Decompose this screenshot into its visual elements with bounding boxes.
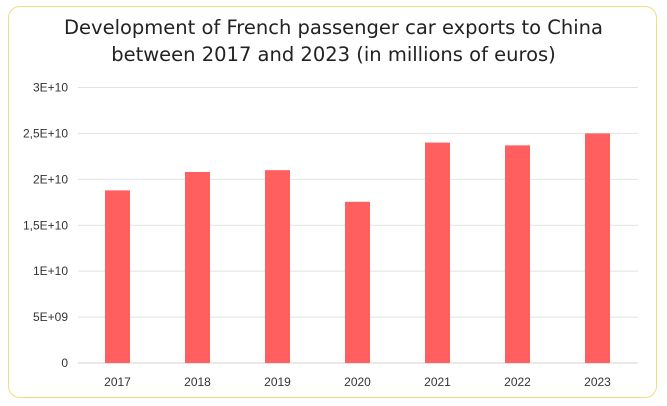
bar-2018 — [185, 171, 210, 363]
y-tick-label: 5E+09 — [33, 310, 68, 324]
y-tick-label: 2E+10 — [33, 172, 68, 186]
y-tick-label: 2,5E+10 — [23, 126, 68, 140]
chart-title: Development of French passenger car expo… — [0, 14, 667, 68]
bar-2022 — [505, 145, 530, 363]
bar-2020 — [345, 201, 370, 363]
y-tick-label: 3E+10 — [33, 81, 68, 95]
bar-2023 — [585, 133, 610, 363]
bar-2019 — [265, 170, 290, 363]
x-tick-label: 2022 — [504, 375, 531, 389]
bar-2017 — [105, 190, 130, 363]
y-tick-label: 1E+10 — [33, 264, 68, 278]
x-tick-label: 2019 — [264, 375, 291, 389]
x-tick-label: 2017 — [104, 375, 131, 389]
chart-card — [8, 6, 657, 398]
y-tick-label: 1,5E+10 — [23, 218, 68, 232]
y-tick-label: 0 — [61, 356, 68, 370]
chart-title-line-2: between 2017 and 2023 (in millions of eu… — [111, 43, 556, 66]
x-tick-label: 2023 — [584, 375, 611, 389]
chart-title-line-1: Development of French passenger car expo… — [64, 16, 603, 39]
bar-2021 — [425, 142, 450, 363]
x-tick-label: 2018 — [184, 375, 211, 389]
x-tick-label: 2020 — [344, 375, 371, 389]
x-tick-label: 2021 — [424, 375, 451, 389]
